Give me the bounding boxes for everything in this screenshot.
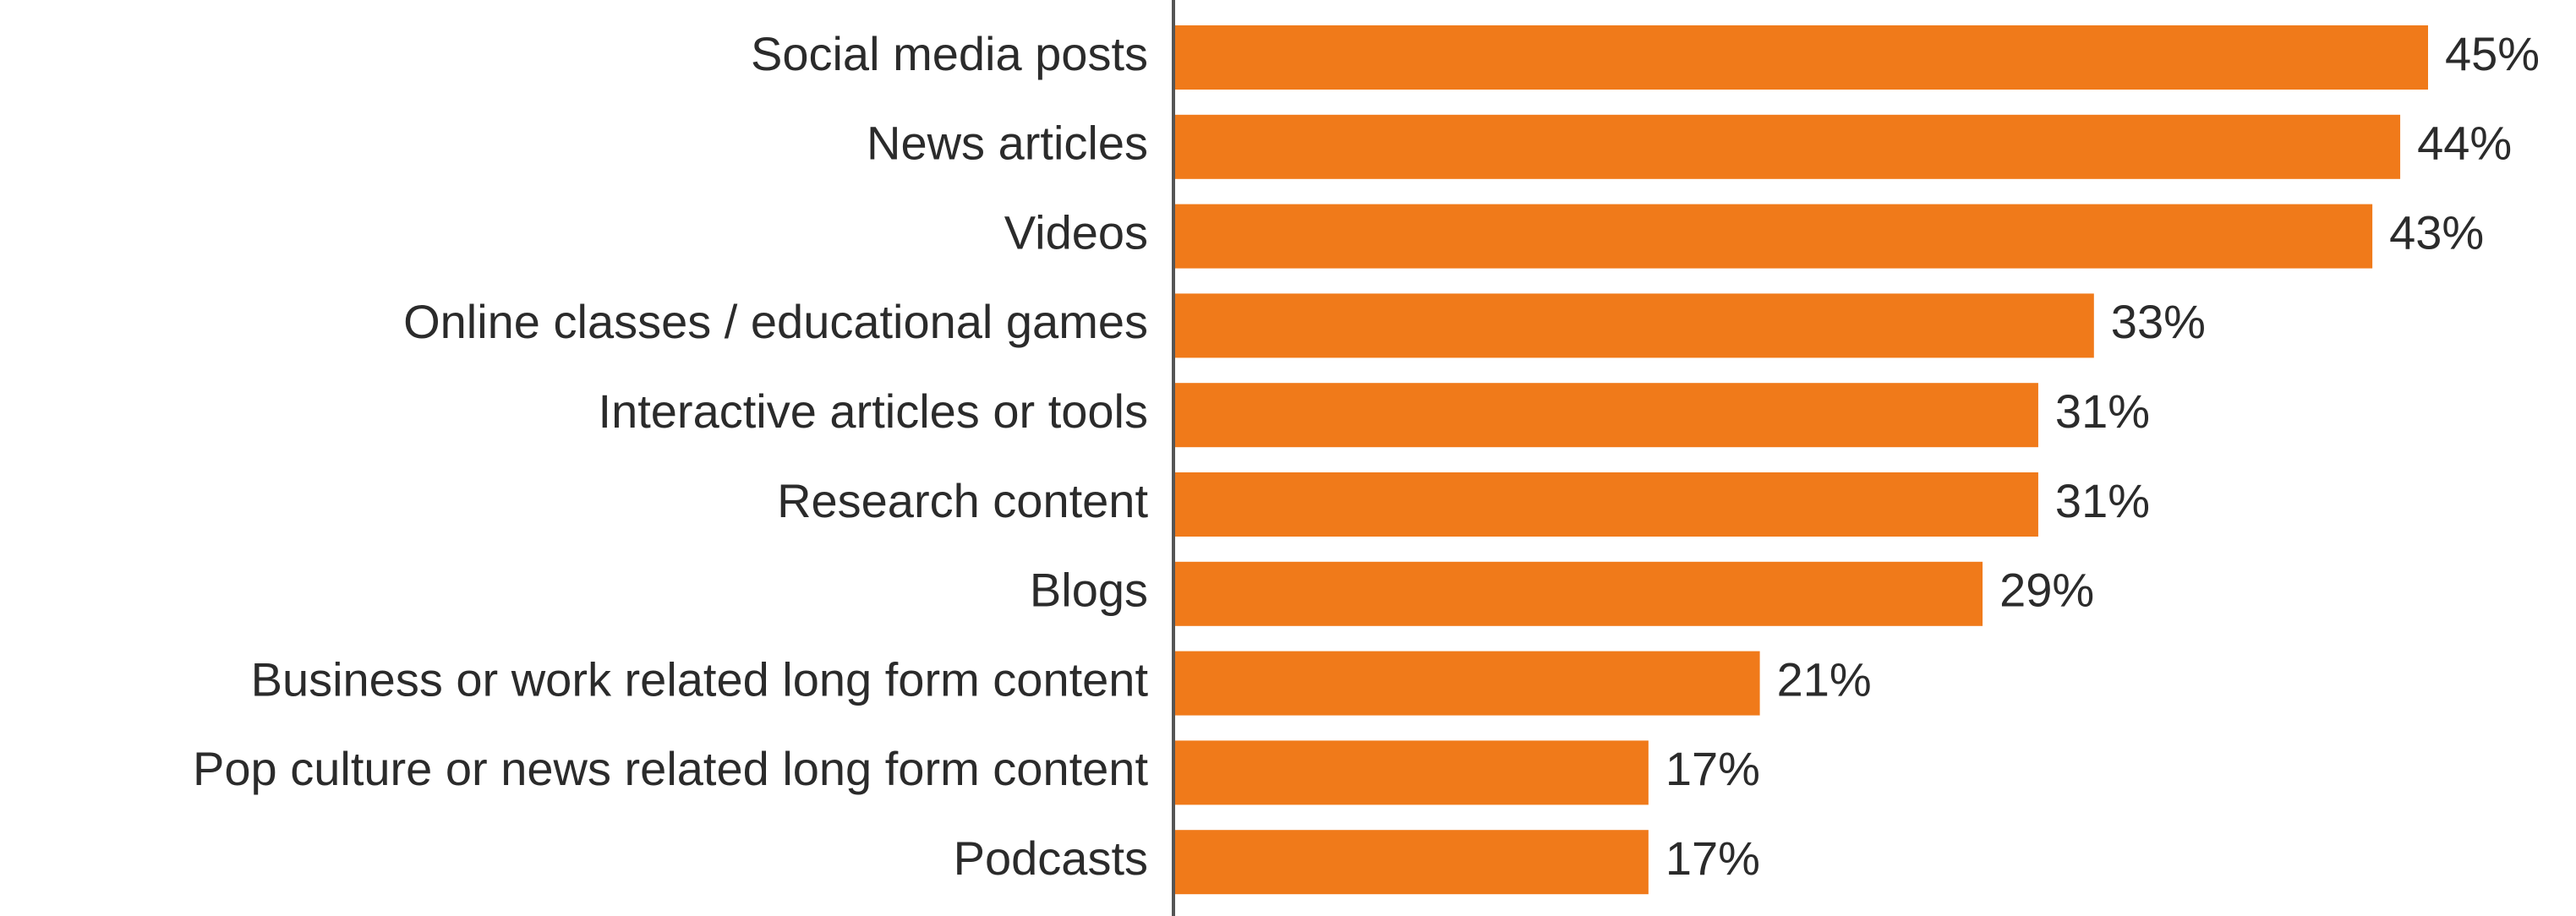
value-label-2: 44%: [2417, 117, 2512, 170]
category-label-10: Podcasts: [954, 831, 1148, 885]
category-label-5: Interactive articles or tools: [599, 384, 1148, 438]
value-label-1: 45%: [2445, 27, 2540, 80]
bar-10: [1175, 830, 1649, 895]
bar-2: [1175, 114, 2401, 179]
value-labels-group: 45% 44% 43% 33% 31% 31% 29% 21% 17% 17%: [1665, 27, 2540, 885]
category-labels-group: Social media posts News articles Videos Onl…: [193, 27, 1148, 885]
category-label-7: Blogs: [1030, 564, 1148, 617]
category-label-4: Online classes / educational games: [403, 295, 1148, 348]
category-label-8: Business or work related long form conte…: [251, 652, 1149, 706]
value-label-6: 31%: [2055, 474, 2150, 527]
bar-9: [1175, 740, 1649, 805]
bar-8: [1175, 651, 1760, 716]
category-label-2: News articles: [867, 117, 1148, 170]
value-label-3: 43%: [2389, 205, 2484, 259]
bar-1: [1175, 25, 2428, 90]
value-label-8: 21%: [1777, 652, 1872, 706]
bar-7: [1175, 561, 1983, 626]
value-label-4: 33%: [2111, 295, 2206, 348]
category-label-9: Pop culture or news related long form co…: [193, 742, 1148, 795]
category-label-1: Social media posts: [751, 27, 1148, 80]
value-label-10: 17%: [1665, 831, 1760, 885]
bar-5: [1175, 383, 2038, 448]
value-label-9: 17%: [1665, 742, 1760, 795]
value-label-5: 31%: [2055, 384, 2150, 438]
bar-6: [1175, 472, 2038, 537]
category-label-6: Research content: [777, 474, 1148, 527]
bar-3: [1175, 204, 2373, 269]
category-label-3: Videos: [1004, 205, 1148, 259]
bar-4: [1175, 293, 2094, 358]
value-label-7: 29%: [1999, 564, 2094, 617]
bars-group: [1175, 25, 2428, 895]
